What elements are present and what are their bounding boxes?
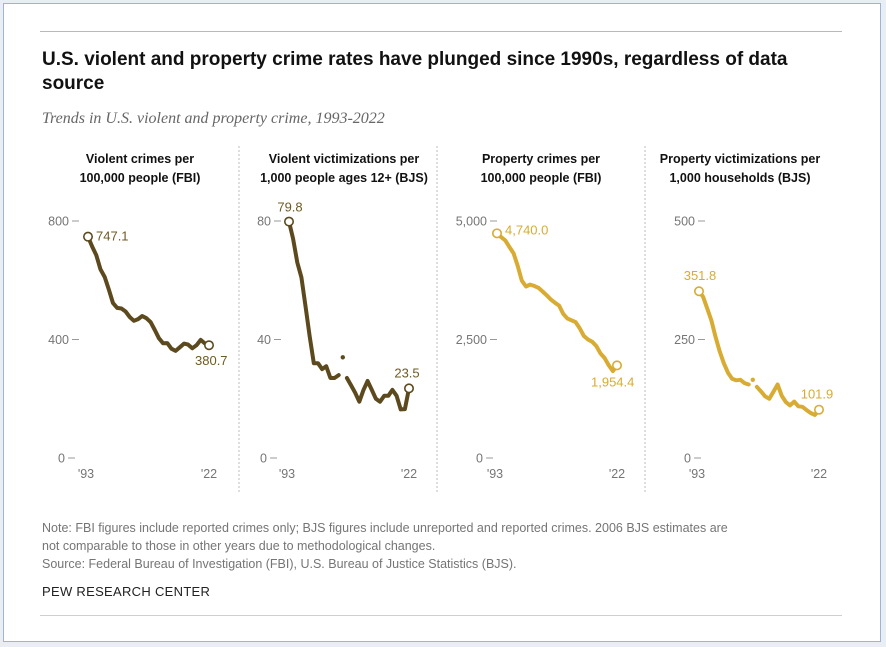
source-line: Source: Federal Bureau of Investigation … bbox=[42, 557, 517, 571]
property-victim-bjs-last-value-label: 101.9 bbox=[801, 387, 834, 402]
violent-victim-bjs-title-line-2: 1,000 people ages 12+ (BJS) bbox=[260, 171, 428, 185]
property-victim-bjs-series-line-3 bbox=[754, 382, 821, 417]
note-line-2: not comparable to those in other years d… bbox=[42, 539, 436, 553]
property-crime-fbi-first-marker bbox=[491, 228, 502, 239]
property-victim-bjs-xtick-last: '22 bbox=[811, 467, 827, 481]
violent-victim-bjs-series-line-1 bbox=[287, 219, 341, 380]
violent-crime-fbi-title-line-1: Violent crimes per bbox=[86, 152, 194, 166]
property-victim-bjs-ytick-label-1: 250 bbox=[674, 333, 695, 347]
property-crime-fbi-ytick-label-0: 0 bbox=[476, 452, 483, 466]
small-multiples-chart: Violent crimes per 100,000 people (FBI) 0 4… bbox=[48, 146, 834, 492]
violent-crime-fbi-last-marker bbox=[204, 340, 215, 351]
violent-crime-fbi-series-line-1 bbox=[86, 234, 211, 353]
page-subtitle: Trends in U.S. violent and property crim… bbox=[42, 110, 385, 127]
property-victim-bjs-xtick-first: '93 bbox=[689, 467, 705, 481]
page-title: U.S. violent and property crime rates ha… bbox=[42, 49, 788, 94]
violent-victim-bjs-point-2006 bbox=[340, 355, 345, 360]
violent-victim-bjs-ytick-label-2: 80 bbox=[257, 215, 271, 229]
chart-card: U.S. violent and property crime rates ha… bbox=[3, 3, 881, 642]
violent-victim-bjs-title-line-1: Violent victimizations per bbox=[269, 152, 420, 166]
top-divider bbox=[40, 31, 842, 32]
property-victim-bjs-title-line-1: Property victimizations per bbox=[660, 152, 821, 166]
violent-victim-bjs-xtick-last: '22 bbox=[401, 467, 417, 481]
property-victim-bjs-first-value-label: 351.8 bbox=[684, 268, 717, 283]
property-victim-bjs-title-line-2: 1,000 households (BJS) bbox=[669, 171, 810, 185]
property-victim-bjs-ytick-label-0: 0 bbox=[684, 452, 691, 466]
violent-crime-fbi-xtick-last: '22 bbox=[201, 467, 217, 481]
property-crime-fbi-title-line-1: Property crimes per bbox=[482, 152, 600, 166]
violent-victim-bjs-last-value-label: 23.5 bbox=[394, 365, 419, 380]
property-victim-bjs-point-2006 bbox=[750, 377, 755, 382]
property-victim-bjs-series-line-1 bbox=[697, 289, 751, 387]
property-crime-fbi-first-value-label: 4,740.0 bbox=[505, 222, 548, 237]
violent-victim-bjs-ytick-label-1: 40 bbox=[257, 333, 271, 347]
violent-crime-fbi-ytick-label-0: 0 bbox=[58, 452, 65, 466]
property-victim-bjs-last-marker bbox=[813, 404, 824, 415]
violent-victim-bjs-first-marker bbox=[283, 216, 294, 227]
violent-victim-bjs-first-value-label: 79.8 bbox=[277, 200, 302, 215]
violent-victim-bjs-ytick-label-0: 0 bbox=[260, 452, 267, 466]
property-crime-fbi-last-value-label: 1,954.4 bbox=[591, 374, 634, 389]
property-crime-fbi-title-line-2: 100,000 people (FBI) bbox=[481, 171, 602, 185]
property-crime-fbi-xtick-last: '22 bbox=[609, 467, 625, 481]
note-line-1: Note: FBI figures include reported crime… bbox=[42, 521, 728, 535]
violent-crime-fbi-first-marker bbox=[83, 231, 94, 242]
credit-pew: PEW RESEARCH CENTER bbox=[42, 584, 211, 599]
violent-crime-fbi-xtick-first: '93 bbox=[78, 467, 94, 481]
violent-crime-fbi-ytick-label-1: 400 bbox=[48, 333, 69, 347]
property-crime-fbi-series-line-1 bbox=[495, 231, 619, 374]
violent-victim-bjs-series-line-3 bbox=[344, 376, 411, 412]
violent-victim-bjs-last-marker bbox=[403, 383, 414, 394]
violent-crime-fbi-last-value-label: 380.7 bbox=[195, 353, 228, 368]
chart-note: Note: FBI figures include reported crime… bbox=[42, 519, 842, 573]
property-victim-bjs-first-marker bbox=[693, 286, 704, 297]
violent-crime-fbi-ytick-label-2: 800 bbox=[48, 215, 69, 229]
bottom-divider bbox=[40, 615, 842, 616]
violent-victim-bjs-xtick-first: '93 bbox=[279, 467, 295, 481]
property-crime-fbi-last-marker bbox=[611, 360, 622, 371]
violent-crime-fbi-first-value-label: 747.1 bbox=[96, 229, 129, 244]
violent-crime-fbi-title-line-2: 100,000 people (FBI) bbox=[80, 171, 201, 185]
property-crime-fbi-xtick-first: '93 bbox=[487, 467, 503, 481]
property-crime-fbi-ytick-label-1: 2,500 bbox=[456, 333, 487, 347]
property-crime-fbi-ytick-label-2: 5,000 bbox=[456, 215, 487, 229]
property-victim-bjs-ytick-label-2: 500 bbox=[674, 215, 695, 229]
